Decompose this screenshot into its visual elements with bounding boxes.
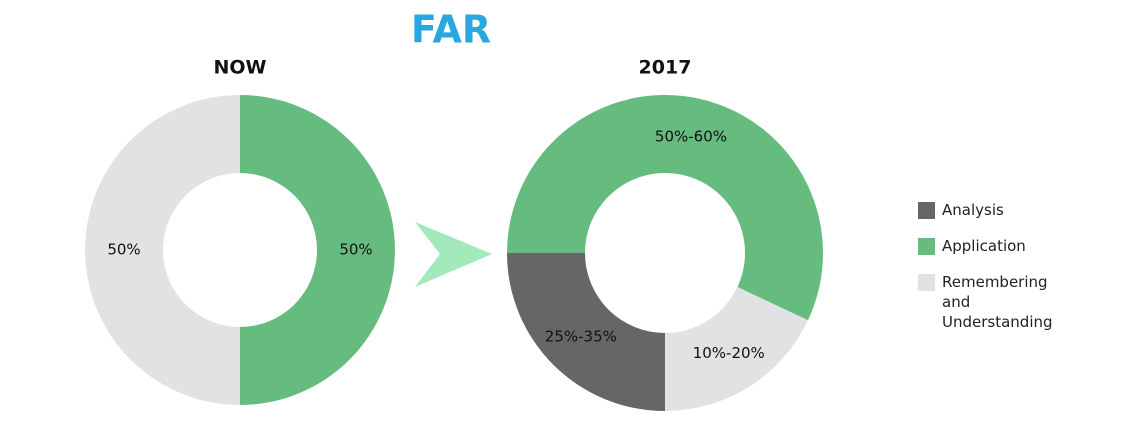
data-label: 50%	[339, 241, 372, 259]
legend-label: Application	[942, 237, 1026, 255]
donut-segment	[507, 95, 823, 321]
legend-item: Application	[918, 236, 1078, 256]
data-label: 25%-35%	[545, 328, 617, 346]
arrow	[415, 222, 492, 287]
legend-swatch	[918, 202, 935, 219]
donut-segment	[507, 253, 665, 411]
main-title: FAR	[411, 8, 491, 52]
legend-swatch	[918, 238, 935, 255]
legend-item: Remembering and Understanding	[918, 272, 1078, 332]
data-label: 50%-60%	[655, 127, 727, 145]
legend-label: Remembering and Understanding	[942, 273, 1053, 331]
donut-segment	[85, 95, 241, 405]
donut-segment	[665, 287, 808, 411]
legend-swatch	[918, 274, 935, 291]
donut-segment	[240, 95, 395, 405]
legend-label: Analysis	[942, 201, 1004, 219]
chart-title: NOW	[213, 57, 266, 79]
data-label: 10%-20%	[693, 344, 765, 362]
data-label: 50%	[107, 241, 140, 259]
legend: Analysis Application Remembering and Under…	[918, 200, 1078, 348]
legend-item: Analysis	[918, 200, 1078, 220]
chart-title: 2017	[639, 57, 692, 79]
